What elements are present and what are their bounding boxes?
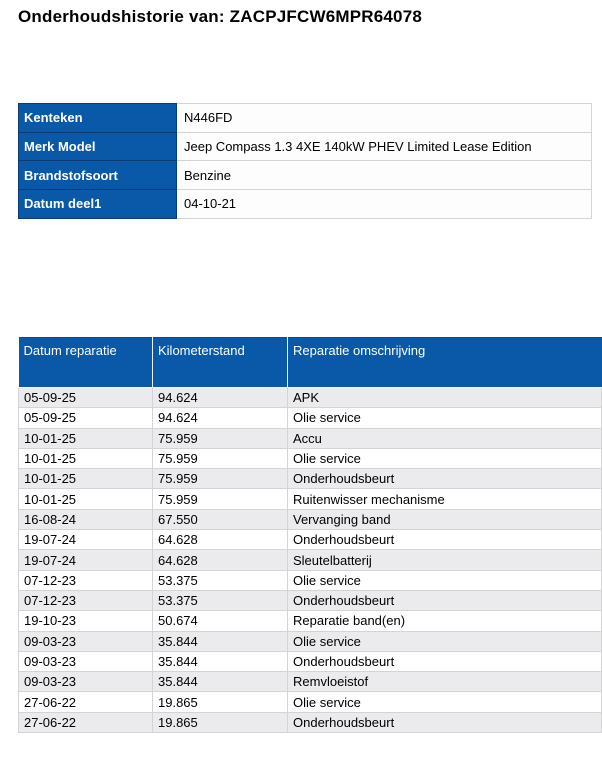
table-row: 09-03-23 35.844 Onderhoudsbeurt	[18, 650, 602, 673]
table-row: 27-06-22 19.865 Olie service	[18, 691, 602, 713]
repair-cell-description: Sleutelbatterij	[287, 549, 602, 571]
repair-cell-date: 09-03-23	[18, 671, 153, 693]
repair-cell-date: 10-01-25	[18, 468, 153, 490]
repair-cell-description: Ruitenwisser mechanisme	[287, 488, 602, 510]
repair-cell-date: 27-06-22	[18, 711, 153, 734]
repair-cell-date: 19-07-24	[18, 529, 153, 551]
repair-cell-date: 09-03-23	[18, 650, 153, 673]
table-row: 09-03-23 35.844 Remvloeistof	[18, 671, 602, 693]
repair-cell-date: 19-10-23	[18, 610, 153, 632]
info-label: Datum deel1	[18, 189, 177, 219]
info-value: N446FD	[176, 103, 592, 133]
repair-cell-date: 10-01-25	[18, 447, 153, 470]
repair-cell-date: 07-12-23	[18, 589, 153, 612]
repair-cell-date: 19-07-24	[18, 549, 153, 571]
repair-cell-description: Olie service	[287, 407, 602, 429]
info-value: Benzine	[176, 160, 592, 191]
table-row: 19-07-24 64.628 Onderhoudsbeurt	[18, 529, 602, 551]
repair-column-header: Datum reparatie	[18, 337, 153, 388]
info-row: Kenteken N446FD	[18, 103, 592, 133]
repair-cell-description: Onderhoudsbeurt	[287, 711, 602, 734]
repair-cell-description: Accu	[287, 427, 602, 449]
repair-cell-description: Olie service	[287, 447, 602, 470]
repair-cell-description: Remvloeistof	[287, 671, 602, 693]
vehicle-info-table: Kenteken N446FD Merk Model Jeep Compass 1.3…	[18, 103, 592, 219]
repair-column-header: Reparatie omschrijving	[287, 337, 602, 388]
repair-cell-km: 35.844	[152, 671, 288, 693]
table-row: 10-01-25 75.959 Olie service	[18, 447, 602, 470]
repair-table-header-row: Datum reparatie Kilometerstand Reparatie o…	[18, 337, 602, 388]
repair-cell-description: Onderhoudsbeurt	[287, 589, 602, 612]
repair-cell-description: Onderhoudsbeurt	[287, 529, 602, 551]
repair-column-header: Kilometerstand	[152, 337, 288, 388]
repair-cell-km: 50.674	[152, 610, 288, 632]
repair-cell-km: 19.865	[152, 691, 288, 713]
info-label: Brandstofsoort	[18, 160, 177, 191]
info-value: Jeep Compass 1.3 4XE 140kW PHEV Limited …	[176, 131, 592, 162]
info-row: Brandstofsoort Benzine	[18, 160, 592, 191]
info-value: 04-10-21	[176, 189, 592, 219]
table-row: 10-01-25 75.959 Accu	[18, 427, 602, 449]
repair-cell-km: 94.624	[152, 407, 288, 429]
repair-cell-description: Olie service	[287, 569, 602, 591]
repair-cell-description: Reparatie band(en)	[287, 610, 602, 632]
repair-history-table: Datum reparatie Kilometerstand Reparatie o…	[18, 337, 602, 734]
repair-cell-date: 05-09-25	[18, 407, 153, 429]
repair-cell-km: 53.375	[152, 569, 288, 591]
repair-cell-description: Vervanging band	[287, 508, 602, 531]
table-row: 19-07-24 64.628 Sleutelbatterij	[18, 549, 602, 571]
info-label: Merk Model	[18, 131, 177, 162]
repair-cell-description: Onderhoudsbeurt	[287, 650, 602, 673]
repair-cell-date: 09-03-23	[18, 630, 153, 652]
repair-cell-description: Olie service	[287, 691, 602, 713]
info-row: Merk Model Jeep Compass 1.3 4XE 140kW PHE…	[18, 131, 592, 162]
table-row: 10-01-25 75.959 Onderhoudsbeurt	[18, 468, 602, 490]
repair-cell-date: 10-01-25	[18, 427, 153, 449]
repair-cell-date: 27-06-22	[18, 691, 153, 713]
table-row: 16-08-24 67.550 Vervanging band	[18, 508, 602, 531]
table-row: 09-03-23 35.844 Olie service	[18, 630, 602, 652]
page-title: Onderhoudshistorie van: ZACPJFCW6MPR6407…	[18, 7, 422, 26]
repair-cell-description: Olie service	[287, 630, 602, 652]
table-row: 05-09-25 94.624 Olie service	[18, 407, 602, 429]
repair-cell-km: 35.844	[152, 630, 288, 652]
repair-cell-km: 75.959	[152, 447, 288, 470]
repair-cell-km: 75.959	[152, 468, 288, 490]
table-row: 19-10-23 50.674 Reparatie band(en)	[18, 610, 602, 632]
table-row: 07-12-23 53.375 Olie service	[18, 569, 602, 591]
table-row: 07-12-23 53.375 Onderhoudsbeurt	[18, 589, 602, 612]
repair-cell-km: 67.550	[152, 508, 288, 531]
repair-cell-km: 53.375	[152, 589, 288, 612]
repair-cell-km: 75.959	[152, 488, 288, 510]
info-row: Datum deel1 04-10-21	[18, 189, 592, 219]
repair-cell-date: 05-09-25	[18, 386, 153, 409]
table-row: 10-01-25 75.959 Ruitenwisser mechanisme	[18, 488, 602, 510]
table-row: 27-06-22 19.865 Onderhoudsbeurt	[18, 711, 602, 734]
repair-cell-date: 16-08-24	[18, 508, 153, 531]
info-label: Kenteken	[18, 103, 177, 133]
repair-cell-description: Onderhoudsbeurt	[287, 468, 602, 490]
repair-cell-km: 94.624	[152, 386, 288, 409]
repair-cell-date: 10-01-25	[18, 488, 153, 510]
repair-cell-km: 64.628	[152, 529, 288, 551]
table-row: 05-09-25 94.624 APK	[18, 386, 602, 409]
repair-cell-km: 75.959	[152, 427, 288, 449]
repair-cell-km: 19.865	[152, 711, 288, 734]
repair-cell-date: 07-12-23	[18, 569, 153, 591]
repair-cell-km: 35.844	[152, 650, 288, 673]
repair-cell-km: 64.628	[152, 549, 288, 571]
repair-cell-description: APK	[287, 386, 602, 409]
